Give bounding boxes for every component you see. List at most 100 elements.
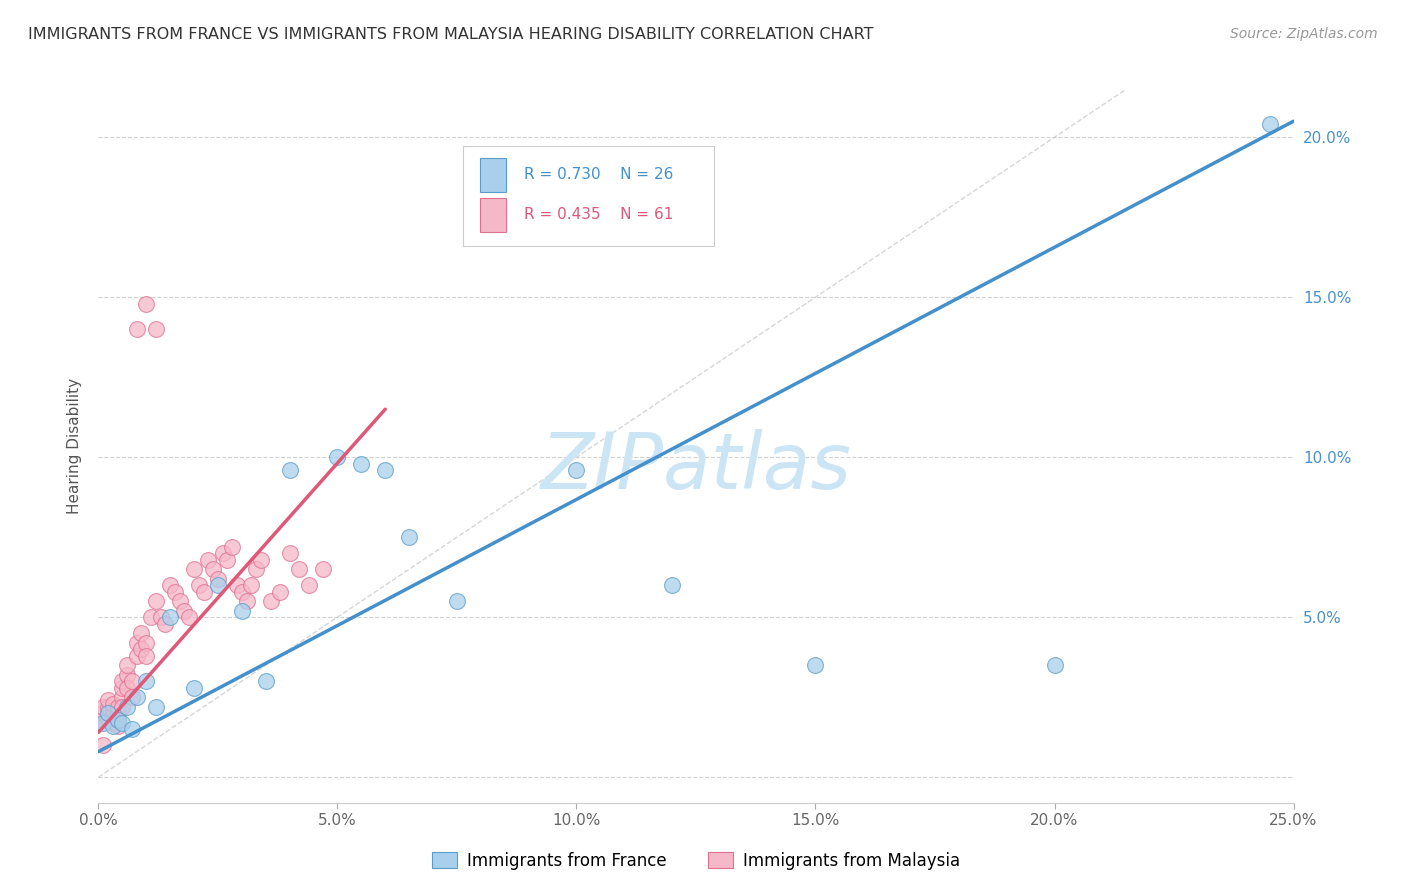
Text: Source: ZipAtlas.com: Source: ZipAtlas.com xyxy=(1230,27,1378,41)
Point xyxy=(312,562,335,576)
Point xyxy=(155,616,177,631)
Point xyxy=(565,463,588,477)
Point xyxy=(135,674,157,689)
Point xyxy=(125,322,148,336)
Point xyxy=(149,610,172,624)
Point xyxy=(254,674,277,689)
Point xyxy=(111,699,134,714)
Point xyxy=(250,552,273,566)
Bar xyxy=(479,158,506,192)
Point xyxy=(278,546,301,560)
Text: R = 0.435    N = 61: R = 0.435 N = 61 xyxy=(524,207,673,222)
Point xyxy=(135,636,157,650)
Point xyxy=(374,463,396,477)
Text: IMMIGRANTS FROM FRANCE VS IMMIGRANTS FROM MALAYSIA HEARING DISABILITY CORRELATIO: IMMIGRANTS FROM FRANCE VS IMMIGRANTS FRO… xyxy=(28,27,873,42)
Point xyxy=(121,674,143,689)
Point xyxy=(179,610,201,624)
Point xyxy=(235,594,257,608)
Point xyxy=(145,322,167,336)
Point xyxy=(145,594,167,608)
Point xyxy=(269,584,291,599)
Y-axis label: Hearing Disability: Hearing Disability xyxy=(67,378,83,514)
Point xyxy=(197,552,219,566)
Point xyxy=(107,719,129,733)
Point xyxy=(101,719,124,733)
Point xyxy=(288,562,311,576)
Point xyxy=(125,636,148,650)
Point xyxy=(111,681,134,695)
Point xyxy=(111,715,134,730)
Point xyxy=(121,690,143,705)
Point xyxy=(159,610,181,624)
Point xyxy=(326,450,349,465)
Text: ZIPatlas: ZIPatlas xyxy=(540,429,852,506)
Point xyxy=(131,642,153,657)
Point xyxy=(245,562,267,576)
Point xyxy=(193,584,215,599)
Point xyxy=(101,703,124,717)
Point xyxy=(159,578,181,592)
Point xyxy=(187,578,209,592)
Point xyxy=(115,658,138,673)
Point xyxy=(183,562,205,576)
Point xyxy=(97,699,120,714)
Point xyxy=(101,709,124,723)
Point xyxy=(398,530,420,544)
Point xyxy=(107,706,129,721)
Point xyxy=(211,546,233,560)
Point xyxy=(231,584,253,599)
Point xyxy=(97,706,120,721)
Point xyxy=(91,713,114,727)
Point xyxy=(111,674,134,689)
Point xyxy=(131,626,153,640)
Point xyxy=(217,552,239,566)
Point xyxy=(1043,658,1066,673)
Point xyxy=(169,594,191,608)
Point xyxy=(298,578,321,592)
Point xyxy=(97,706,120,721)
Point xyxy=(97,713,120,727)
Point xyxy=(115,699,138,714)
Point xyxy=(101,715,124,730)
Point xyxy=(115,668,138,682)
Point xyxy=(121,722,143,736)
Point xyxy=(91,738,114,752)
Point xyxy=(115,681,138,695)
FancyBboxPatch shape xyxy=(463,146,714,246)
Point xyxy=(173,604,195,618)
Text: R = 0.730    N = 26: R = 0.730 N = 26 xyxy=(524,168,673,182)
Point xyxy=(91,715,114,730)
Point xyxy=(107,713,129,727)
Point xyxy=(804,658,827,673)
Point xyxy=(107,699,129,714)
Legend: Immigrants from France, Immigrants from Malaysia: Immigrants from France, Immigrants from … xyxy=(425,846,967,877)
Point xyxy=(91,706,114,721)
Point xyxy=(139,610,162,624)
Point xyxy=(1258,117,1281,131)
Point xyxy=(101,697,124,711)
Point xyxy=(446,594,468,608)
Point xyxy=(207,572,229,586)
Point xyxy=(91,699,114,714)
Point xyxy=(125,648,148,663)
Point xyxy=(163,584,186,599)
Point xyxy=(207,578,229,592)
Point xyxy=(350,457,373,471)
Point xyxy=(240,578,263,592)
Point xyxy=(135,296,157,310)
Bar xyxy=(479,198,506,232)
Point xyxy=(111,690,134,705)
Point xyxy=(135,648,157,663)
Point xyxy=(278,463,301,477)
Point xyxy=(202,562,225,576)
Point xyxy=(183,681,205,695)
Point xyxy=(125,690,148,705)
Point xyxy=(145,699,167,714)
Point xyxy=(231,604,253,618)
Point xyxy=(221,540,243,554)
Point xyxy=(97,693,120,707)
Point xyxy=(259,594,281,608)
Point xyxy=(661,578,683,592)
Point xyxy=(226,578,249,592)
Point xyxy=(107,713,129,727)
